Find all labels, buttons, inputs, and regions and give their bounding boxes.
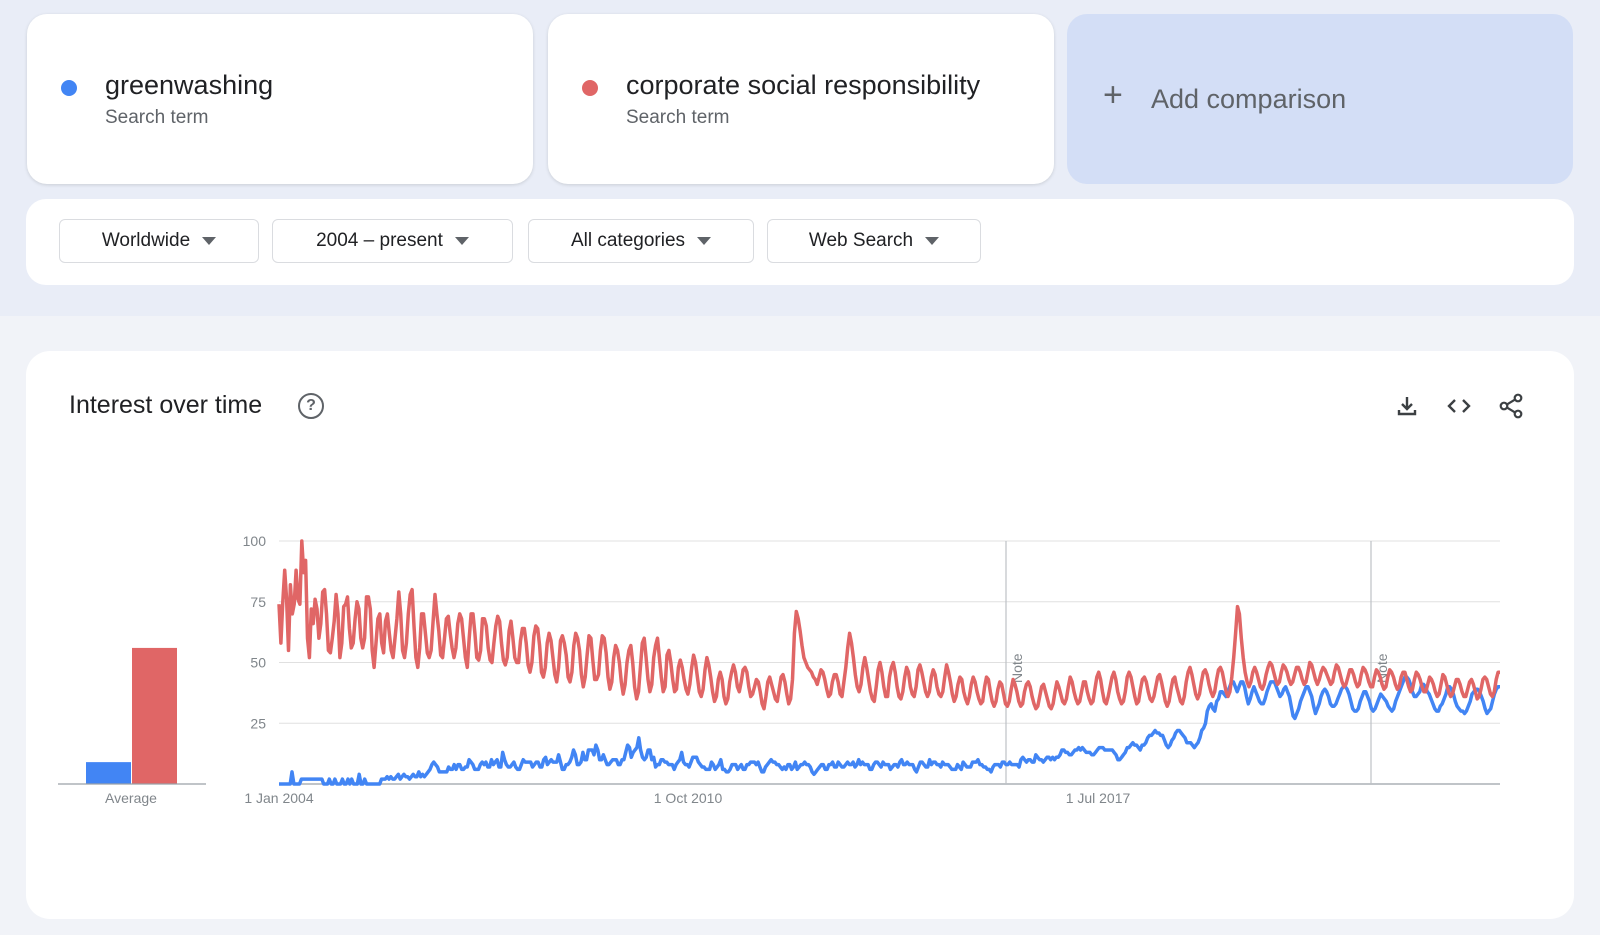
y-tick-label: 75 — [250, 594, 266, 610]
term-label[interactable]: greenwashing — [105, 70, 274, 100]
x-tick-label: 1 Jan 2004 — [244, 790, 313, 806]
region-filter[interactable]: Worldwide — [59, 219, 259, 263]
x-tick-label: 1 Oct 2010 — [654, 790, 723, 806]
add-comparison-button[interactable]: + Add comparison — [1067, 14, 1573, 184]
download-icon[interactable] — [1392, 391, 1422, 421]
average-label: Average — [105, 790, 157, 806]
card-title: Interest over time — [69, 391, 263, 419]
caret-down-icon — [454, 237, 469, 245]
share-icon[interactable] — [1496, 391, 1526, 421]
y-tick-label: 100 — [243, 533, 267, 549]
search-type-filter[interactable]: Web Search — [767, 219, 981, 263]
note-marker-label: Note — [1009, 653, 1025, 683]
series-line-corporate-social-responsibility — [277, 539, 1500, 711]
caret-down-icon — [697, 237, 712, 245]
x-tick-label: 1 Jul 2017 — [1066, 790, 1131, 806]
term-type: Search term — [626, 107, 730, 128]
series-color-dot — [61, 80, 77, 96]
term-card-greenwashing[interactable]: greenwashing Search term — [27, 14, 533, 184]
region-filter-label: Worldwide — [101, 230, 191, 251]
y-tick-label: 50 — [250, 655, 266, 671]
series-line-greenwashing — [279, 675, 1500, 786]
add-comparison-label: Add comparison — [1151, 84, 1347, 114]
caret-down-icon — [202, 237, 217, 245]
term-label[interactable]: corporate social responsibility — [626, 70, 981, 100]
help-circle-icon[interactable]: ? — [298, 393, 324, 419]
filter-bar: Worldwide 2004 – present All categories … — [26, 199, 1574, 285]
time-range-filter-label: 2004 – present — [316, 230, 443, 251]
search-type-filter-label: Web Search — [808, 230, 914, 251]
term-type: Search term — [105, 107, 209, 128]
caret-down-icon — [925, 237, 940, 245]
term-card-csr[interactable]: corporate social responsibility Search t… — [548, 14, 1054, 184]
embed-code-icon[interactable] — [1444, 391, 1474, 421]
y-tick-label: 25 — [250, 715, 266, 731]
average-bar — [132, 647, 177, 784]
plus-icon: + — [1103, 76, 1123, 114]
series-color-dot — [582, 80, 598, 96]
average-bar — [86, 762, 131, 784]
category-filter[interactable]: All categories — [528, 219, 754, 263]
category-filter-label: All categories — [570, 230, 686, 251]
time-range-filter[interactable]: 2004 – present — [272, 219, 513, 263]
interest-over-time-card: Interest over time ? 100 75 50 25 Note Note 1 … — [26, 351, 1574, 919]
top-area: greenwashing Search term corporate socia… — [0, 0, 1600, 316]
